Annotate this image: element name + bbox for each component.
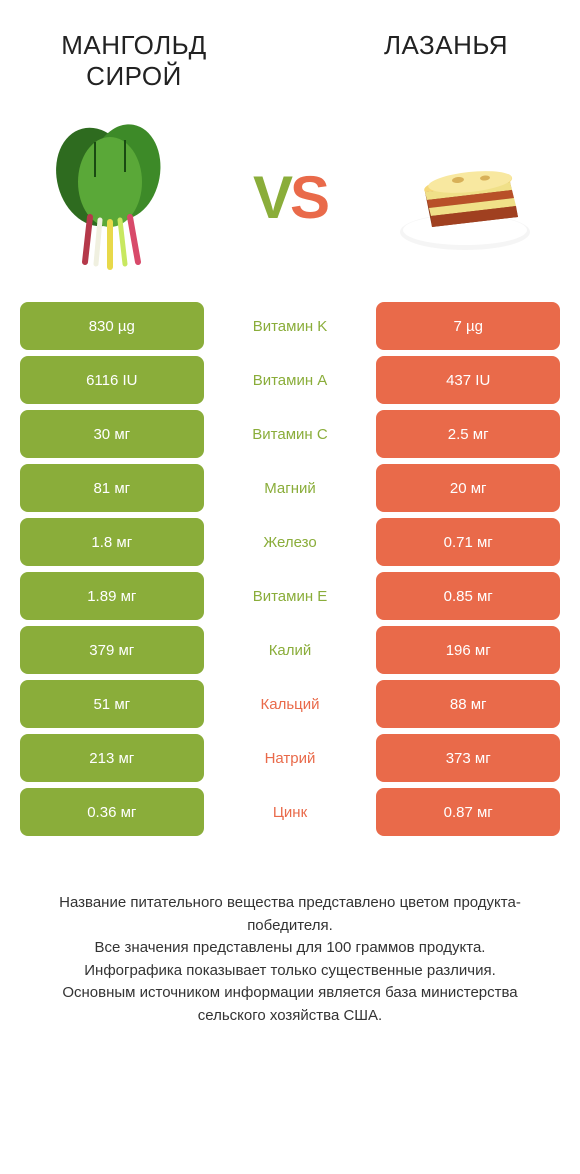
nutrient-label: Витамин K [204, 302, 377, 350]
footer-line: Основным источником информации является … [30, 982, 550, 1027]
right-value-cell: 88 мг [376, 680, 560, 728]
table-row: 51 мгКальций88 мг [20, 680, 560, 728]
left-value-cell: 51 мг [20, 680, 204, 728]
right-value-cell: 0.71 мг [376, 518, 560, 566]
table-row: 379 мгКалий196 мг [20, 626, 560, 674]
right-value-cell: 7 µg [376, 302, 560, 350]
comparison-table: 830 µgВитамин K7 µg 6116 IUВитамин A437 I… [0, 302, 580, 842]
nutrient-label: Калий [204, 626, 377, 674]
vs-s-letter: S [290, 164, 327, 231]
right-value-cell: 373 мг [376, 734, 560, 782]
table-row: 1.89 мгВитамин E0.85 мг [20, 572, 560, 620]
left-value-cell: 213 мг [20, 734, 204, 782]
nutrient-label: Витамин C [204, 410, 377, 458]
left-value-cell: 0.36 мг [20, 788, 204, 836]
table-row: 6116 IUВитамин A437 IU [20, 356, 560, 404]
right-value-cell: 196 мг [376, 626, 560, 674]
table-row: 213 мгНатрий373 мг [20, 734, 560, 782]
footer-line: Инфографика показывает только существенн… [30, 960, 550, 983]
left-value-cell: 1.89 мг [20, 572, 204, 620]
nutrient-label: Магний [204, 464, 377, 512]
right-value-cell: 0.87 мг [376, 788, 560, 836]
footer-line: Название питательного вещества представл… [30, 892, 550, 937]
right-value-cell: 20 мг [376, 464, 560, 512]
left-value-cell: 1.8 мг [20, 518, 204, 566]
header: МАНГОЛЬД СИРОЙ ЛАЗАНЬЯ [0, 0, 580, 102]
nutrient-label: Кальций [204, 680, 377, 728]
right-food-image [390, 122, 540, 272]
nutrient-label: Витамин E [204, 572, 377, 620]
vs-label: VS [253, 163, 327, 232]
left-food-title: МАНГОЛЬД СИРОЙ [30, 30, 238, 92]
table-row: 30 мгВитамин C2.5 мг [20, 410, 560, 458]
footer-notes: Название питательного вещества представл… [0, 842, 580, 1057]
right-value-cell: 437 IU [376, 356, 560, 404]
nutrient-label: Железо [204, 518, 377, 566]
nutrient-label: Натрий [204, 734, 377, 782]
left-value-cell: 30 мг [20, 410, 204, 458]
table-row: 1.8 мгЖелезо0.71 мг [20, 518, 560, 566]
left-value-cell: 379 мг [20, 626, 204, 674]
left-value-cell: 81 мг [20, 464, 204, 512]
images-row: VS [0, 102, 580, 302]
footer-line: Все значения представлены для 100 граммо… [30, 937, 550, 960]
nutrient-label: Цинк [204, 788, 377, 836]
right-food-title: ЛАЗАНЬЯ [342, 30, 550, 61]
nutrient-label: Витамин A [204, 356, 377, 404]
vs-v-letter: V [253, 164, 290, 231]
left-value-cell: 830 µg [20, 302, 204, 350]
table-row: 81 мгМагний20 мг [20, 464, 560, 512]
right-value-cell: 2.5 мг [376, 410, 560, 458]
table-row: 830 µgВитамин K7 µg [20, 302, 560, 350]
right-value-cell: 0.85 мг [376, 572, 560, 620]
left-value-cell: 6116 IU [20, 356, 204, 404]
table-row: 0.36 мгЦинк0.87 мг [20, 788, 560, 836]
left-food-image [40, 122, 190, 272]
